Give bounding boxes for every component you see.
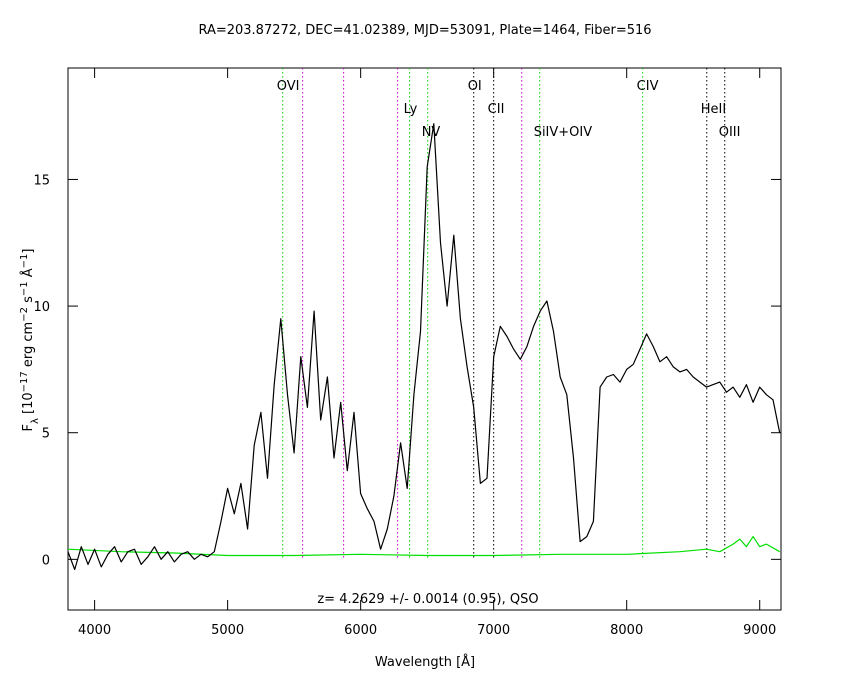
y-axis-label-part: −2 (19, 307, 30, 322)
y-tick-label: 10 (33, 300, 50, 315)
line-label: SiIV+OIV (534, 125, 593, 140)
y-axis-label-part: s (21, 296, 36, 307)
y-tick-label: 0 (42, 553, 50, 568)
x-tick-label: 8000 (610, 623, 643, 638)
line-label: CII (488, 102, 505, 117)
line-label: OVI (277, 79, 300, 94)
x-tick-label: 5000 (211, 623, 244, 638)
y-axis-label-part: ] (21, 249, 36, 254)
y-axis-label-part: F (21, 424, 36, 431)
spectrum-line (68, 123, 781, 571)
plot-frame (67, 67, 782, 611)
x-axis-label: Wavelength [Å] (375, 654, 475, 670)
y-axis-label-part: erg cm (21, 322, 36, 371)
line-label: CIV (637, 79, 659, 94)
x-tick-label: 7000 (477, 623, 510, 638)
y-axis-label-part: λ (30, 418, 41, 424)
line-label: NV (422, 125, 441, 140)
y-axis-label-part: −1 (19, 254, 30, 269)
chart-title: RA=203.87272, DEC=41.02389, MJD=53091, P… (198, 23, 651, 38)
x-tick-label: 9000 (743, 623, 776, 638)
y-axis-label-part: −17 (19, 371, 30, 392)
x-tick-label: 4000 (78, 623, 111, 638)
spectrum-line (68, 536, 780, 557)
line-label: Ly (404, 102, 418, 117)
line-label: OIII (719, 125, 741, 140)
line-label: HeII (701, 102, 726, 117)
y-axis-label-part: −1 (19, 281, 30, 296)
y-axis-label-part: Å (20, 268, 36, 281)
y-axis-label-part: [10 (21, 392, 36, 418)
y-tick-label: 5 (42, 427, 50, 442)
y-axis-label: Fλ [10−17 erg cm−2 s−1 Å−1] (19, 249, 41, 432)
line-label: OI (468, 79, 482, 94)
x-tick-label: 6000 (344, 623, 377, 638)
y-tick-label: 15 (33, 173, 50, 188)
annotation: z= 4.2629 +/- 0.0014 (0.95), QSO (317, 592, 538, 607)
